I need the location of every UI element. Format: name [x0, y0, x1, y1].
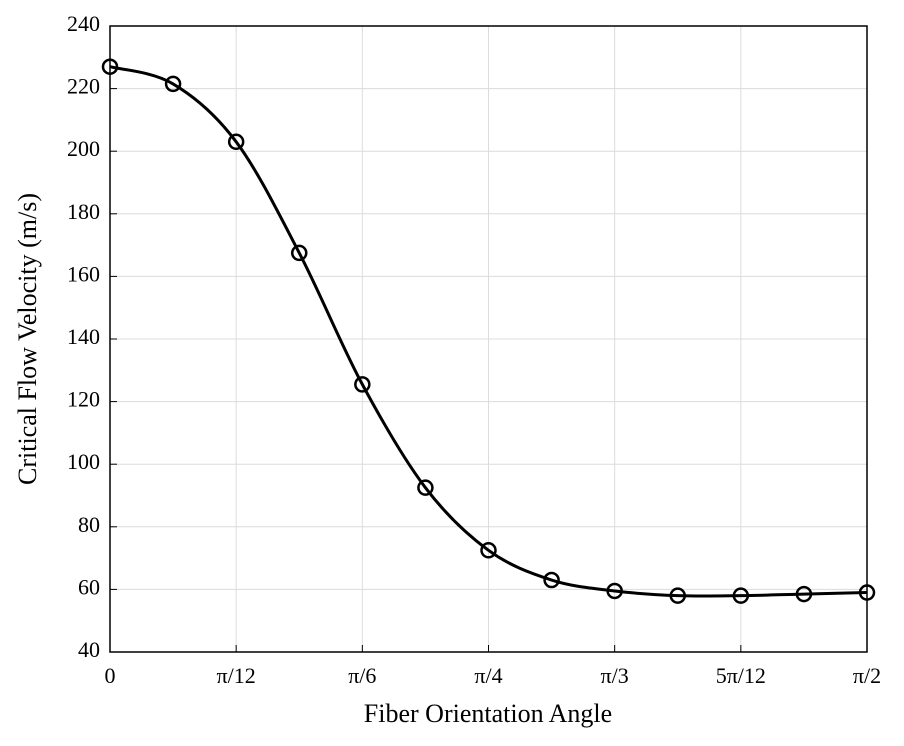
x-tick-label: 0 — [105, 663, 116, 688]
marker — [543, 571, 560, 589]
marker — [417, 479, 434, 496]
marker — [858, 584, 876, 601]
marker — [354, 376, 371, 393]
line — [109, 65, 868, 598]
x-tick-label: 5π/12 — [716, 663, 766, 688]
x-tick-label: π/2 — [853, 663, 881, 688]
marker — [732, 587, 750, 604]
marker — [291, 244, 308, 262]
marker — [164, 75, 182, 93]
y-tick-label: 100 — [67, 449, 100, 474]
x-tick-label: π/4 — [474, 663, 502, 688]
marker — [795, 585, 813, 603]
marker — [669, 587, 686, 604]
x-axis-label: Fiber Orientation Angle — [364, 699, 612, 728]
y-tick-label: 140 — [67, 324, 100, 349]
plot-frame — [109, 25, 868, 653]
y-tick-label: 120 — [67, 387, 100, 412]
y-tick-label: 200 — [67, 136, 100, 161]
y-axis-label: Critical Flow Velocity (m/s) — [13, 193, 42, 485]
y-tick-label: 240 — [67, 11, 100, 36]
y-tick-label: 220 — [67, 74, 100, 99]
x-tick-label: π/3 — [601, 663, 629, 688]
marker — [101, 58, 119, 75]
y-tick-label: 160 — [67, 261, 100, 286]
x-tick-label: π/6 — [348, 663, 376, 688]
y-tick-label: 40 — [78, 637, 100, 662]
marker — [227, 133, 245, 151]
x-tick-label: π/12 — [217, 663, 256, 688]
marker — [606, 582, 623, 600]
y-tick-label: 60 — [78, 574, 100, 599]
y-tick-label: 80 — [78, 512, 100, 537]
marker — [480, 542, 497, 559]
y-tick-label: 180 — [67, 199, 100, 224]
